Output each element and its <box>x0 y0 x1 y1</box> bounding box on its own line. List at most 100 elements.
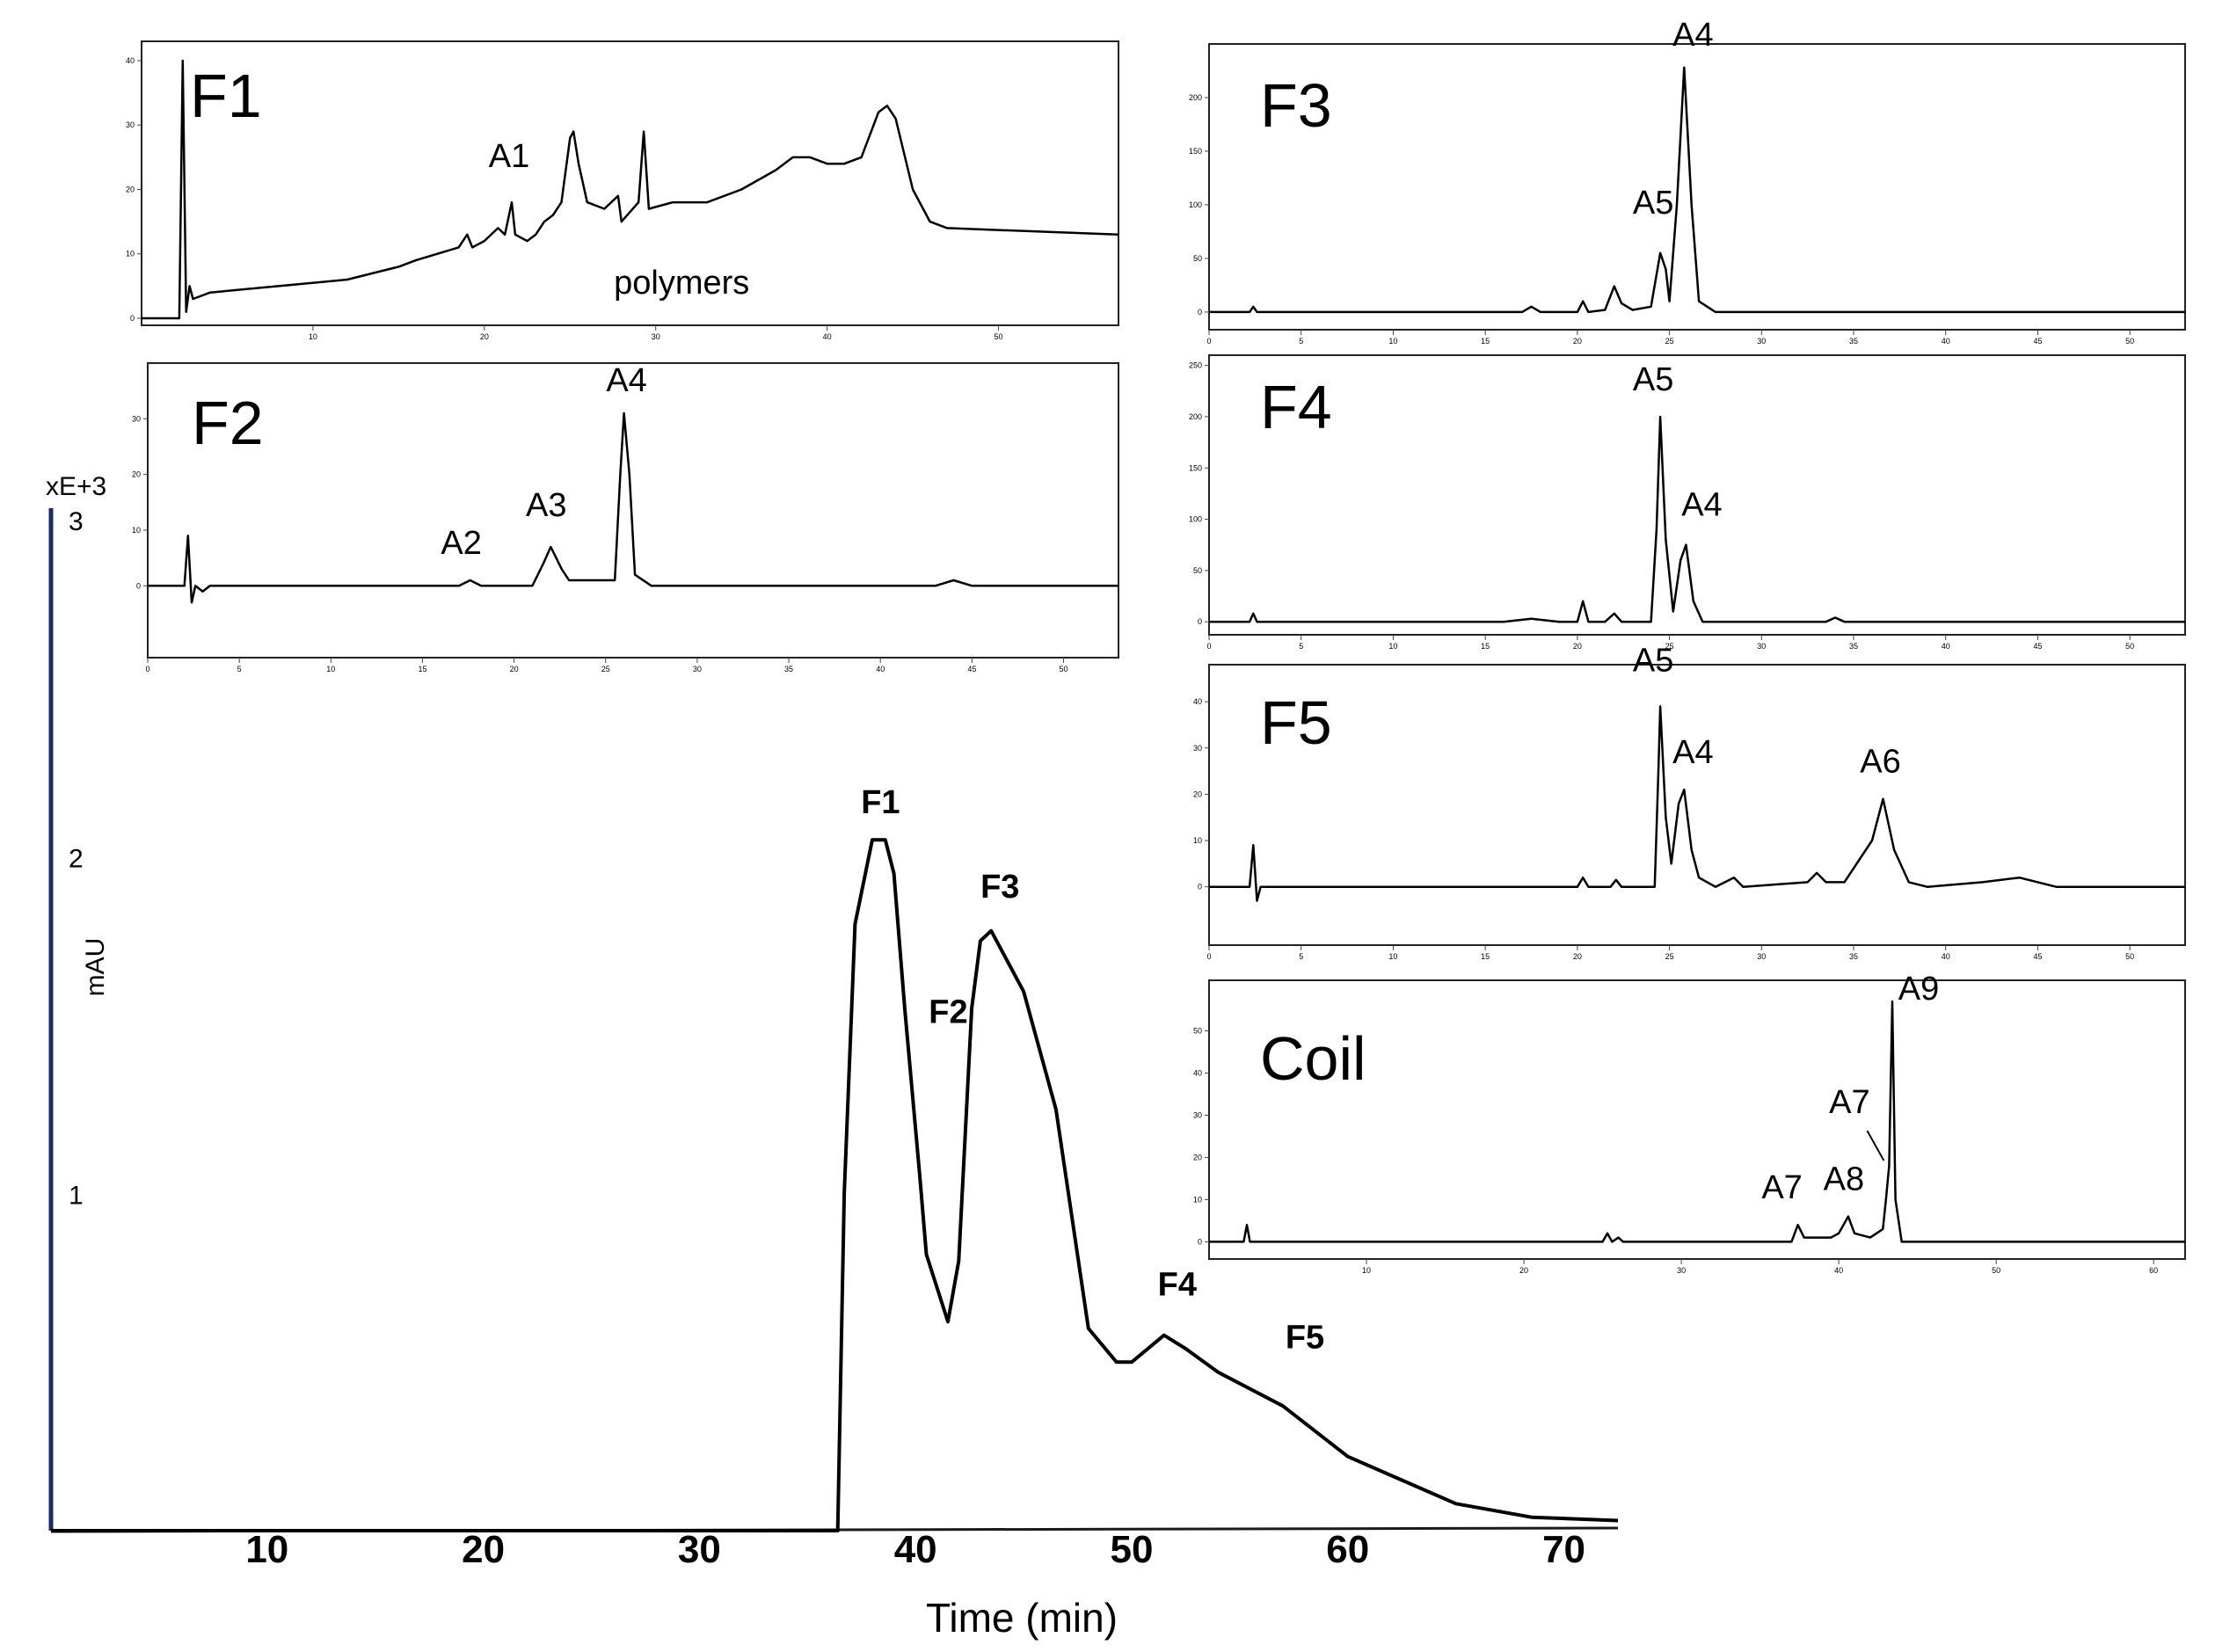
y-tick-label: 2 <box>69 844 84 873</box>
panel-frame <box>1208 43 2186 331</box>
peak-label: F4 <box>1158 1266 1197 1303</box>
peak-label: F1 <box>861 784 900 821</box>
series-line <box>1209 415 2185 623</box>
peak-label: A7 <box>1761 1169 1802 1206</box>
peak-label: A4 <box>606 362 646 399</box>
y-tick-label: 150 <box>1189 463 1202 472</box>
y-tick-label: 0 <box>130 314 135 323</box>
panel-label-f3: F3 <box>1260 71 1332 140</box>
panel-label-f4: F4 <box>1260 373 1332 441</box>
y-tick-label: 10 <box>1193 836 1202 845</box>
x-tick-label: 10 <box>1388 337 1397 346</box>
x-tick-label: 50 <box>2125 952 2134 961</box>
x-tick-label: 25 <box>1665 337 1674 346</box>
peak-label: A7 <box>1829 1084 1869 1121</box>
chart-f1: 10 20 30 40 50 0 10 20 30 40 F1 A1 polymers <box>126 40 1119 341</box>
peak-label: A2 <box>441 525 481 562</box>
x-tick-label: 45 <box>967 665 976 673</box>
y-tick-label: 30 <box>1193 1111 1202 1120</box>
x-tick-label: 15 <box>1481 337 1490 346</box>
y-tick-label: 200 <box>1189 412 1202 421</box>
y-tick-label: 100 <box>1189 515 1202 524</box>
x-tick-label: 30 <box>1757 952 1766 961</box>
x-tick-label: 20 <box>480 332 489 341</box>
x-tick-label: 30 <box>678 1528 721 1571</box>
x-tick-label: 50 <box>1992 1266 2000 1275</box>
x-tick-label: 15 <box>1481 952 1490 961</box>
peak-label: A5 <box>1633 185 1673 222</box>
peak-label: A5 <box>1633 642 1673 679</box>
y-tick-label: 0 <box>1198 617 1202 626</box>
y-axis-title: mAU <box>81 938 110 997</box>
chart-f2: 0 5 10 15 20 25 30 35 40 45 50 0 10 20 30 F2 A2 A3 A4 <box>132 362 1119 673</box>
chart-f4: 0 5 10 15 20 25 30 35 40 45 50 0 50 100 150 200 250 F4 A5 A… <box>1189 354 2186 651</box>
x-tick-label: 20 <box>1573 642 1582 651</box>
series-line <box>142 59 1119 320</box>
y-tick-label: 10 <box>126 250 135 258</box>
y-tick-label: 50 <box>1193 254 1202 263</box>
y-multiplier-label: xE+3 <box>46 472 106 501</box>
x-tick-label: 35 <box>1849 642 1858 651</box>
x-tick-label: 60 <box>2149 1266 2158 1275</box>
peak-label: A1 <box>489 138 529 175</box>
x-tick-label: 35 <box>1849 337 1858 346</box>
peak-label: A4 <box>1672 734 1713 771</box>
panel-label-f1: F1 <box>190 62 262 130</box>
panel-frame <box>141 40 1119 326</box>
panel-label-f5: F5 <box>1260 688 1332 757</box>
x-tick-label: 20 <box>1573 337 1582 346</box>
series-line <box>1209 1000 2185 1243</box>
x-tick-label: 40 <box>894 1528 937 1571</box>
y-tick-label: 20 <box>1193 1153 1202 1161</box>
y-tick-label: 1 <box>69 1182 84 1211</box>
x-tick-label: 45 <box>2033 952 2042 961</box>
y-tick-label: 50 <box>1193 1027 1202 1036</box>
chart-f3: 0 5 10 15 20 25 30 35 40 45 50 0 50 100 150 200 F3 A5 A4 <box>1189 17 2186 346</box>
y-tick-label: 10 <box>132 526 141 535</box>
x-tick-label: 40 <box>1834 1266 1843 1275</box>
x-tick-label: 20 <box>1519 1266 1528 1275</box>
panel-label-f2: F2 <box>192 389 264 457</box>
y-tick-label: 0 <box>136 581 141 590</box>
panel-frame <box>147 362 1119 659</box>
y-tick-label: 100 <box>1189 200 1202 209</box>
x-tick-label: 50 <box>1060 665 1068 673</box>
peak-label: polymers <box>614 265 749 302</box>
panel-frame <box>1208 979 2186 1260</box>
x-tick-label: 20 <box>510 665 519 673</box>
x-tick-label: 40 <box>1942 642 1950 651</box>
x-tick-label: 30 <box>693 665 702 673</box>
x-tick-label: 20 <box>462 1528 505 1571</box>
x-tick-label: 0 <box>145 665 149 673</box>
peak-label: A4 <box>1672 17 1713 54</box>
peak-label: A9 <box>1898 971 1939 1008</box>
x-tick-label: 15 <box>1481 642 1490 651</box>
y-tick-label: 30 <box>1193 744 1202 753</box>
x-tick-label: 45 <box>2033 337 2042 346</box>
peak-label: F3 <box>980 869 1019 906</box>
peak-label: A3 <box>526 487 566 524</box>
peak-leader-line <box>1866 1130 1885 1161</box>
x-tick-label: 70 <box>1542 1528 1585 1571</box>
panel-label-coil: Coil <box>1260 1024 1366 1093</box>
y-tick-label: 250 <box>1189 361 1202 370</box>
x-tick-label: 30 <box>1757 642 1766 651</box>
peak-label: A8 <box>1824 1161 1864 1198</box>
y-tick-label: 50 <box>1193 566 1202 575</box>
y-tick-label: 150 <box>1189 147 1202 156</box>
x-tick-label: 40 <box>876 665 885 673</box>
series-line <box>51 838 1619 1532</box>
y-tick-label: 200 <box>1189 93 1202 102</box>
y-tick-label: 0 <box>1198 1237 1202 1246</box>
chart-coil: 10 20 30 40 50 60 0 10 20 30 40 50 Coil A7 A8 A7 A9 <box>1193 971 2186 1275</box>
y-tick-label: 0 <box>1198 308 1202 317</box>
x-tick-label: 30 <box>1757 337 1766 346</box>
x-tick-label: 10 <box>245 1528 288 1571</box>
y-tick-label: 40 <box>1193 1069 1202 1078</box>
x-tick-label: 30 <box>1677 1266 1686 1275</box>
x-tick-label: 0 <box>1206 642 1211 651</box>
x-tick-label: 5 <box>1299 952 1303 961</box>
x-tick-label: 5 <box>237 665 242 673</box>
peak-label: A6 <box>1860 744 1900 781</box>
